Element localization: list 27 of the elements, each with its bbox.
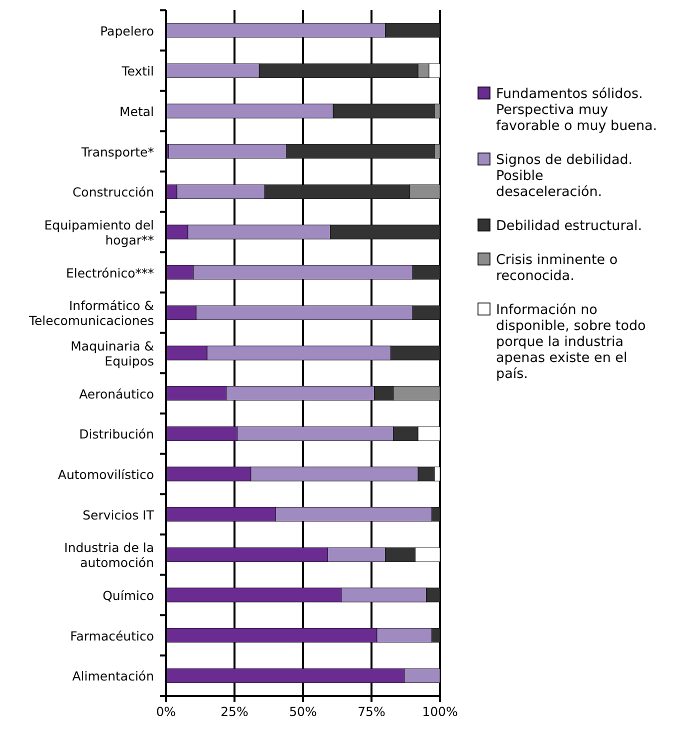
y-tick-label: Automovilístico: [58, 466, 154, 482]
y-tick-label: Electrónico***: [66, 264, 154, 280]
legend-label: Signos de debilidad. Posible desaceleración.: [496, 152, 633, 200]
y-tick-label: Papelero: [100, 22, 154, 38]
legend-label: Crisis inminente o reconocida.: [496, 252, 618, 284]
y-tick-label: Metal: [119, 104, 154, 119]
y-tick-label: Aeronáutico: [79, 386, 154, 401]
y-tick-label: Industria de la automoción: [64, 540, 154, 570]
legend-label: Debilidad estructural.: [496, 218, 642, 234]
y-tick-label: Alimentación: [72, 668, 154, 684]
y-tick-label: Químico: [102, 587, 154, 602]
x-tick-label: 100%: [422, 704, 458, 719]
y-tick-label: Textil: [120, 63, 154, 78]
legend-label: Información no disponible, sobre todo porque la industria apenas existe en el país.: [496, 302, 646, 382]
y-tick-label: Transporte*: [80, 144, 154, 159]
y-tick-label: Construcción: [72, 184, 154, 200]
y-tick-label: Equipamiento del hogar**: [44, 217, 154, 248]
x-tick-label: 25%: [220, 704, 249, 719]
x-tick-label: 75%: [358, 704, 386, 719]
legend-label: Fundamentos sólidos. Perspectiva muy favorable o muy buena.: [496, 86, 658, 134]
y-tick-label: Maquinaria & Equipos: [70, 338, 154, 368]
x-tick-label: 0%: [156, 704, 176, 719]
y-tick-label: Servicios IT: [82, 506, 154, 522]
x-tick-label: 50%: [289, 704, 318, 719]
y-tick-label: Distribución: [79, 426, 154, 442]
y-tick-label: Informático & Telecomunicaciones: [28, 298, 154, 328]
y-tick-label: Farmacéutico: [70, 628, 154, 643]
